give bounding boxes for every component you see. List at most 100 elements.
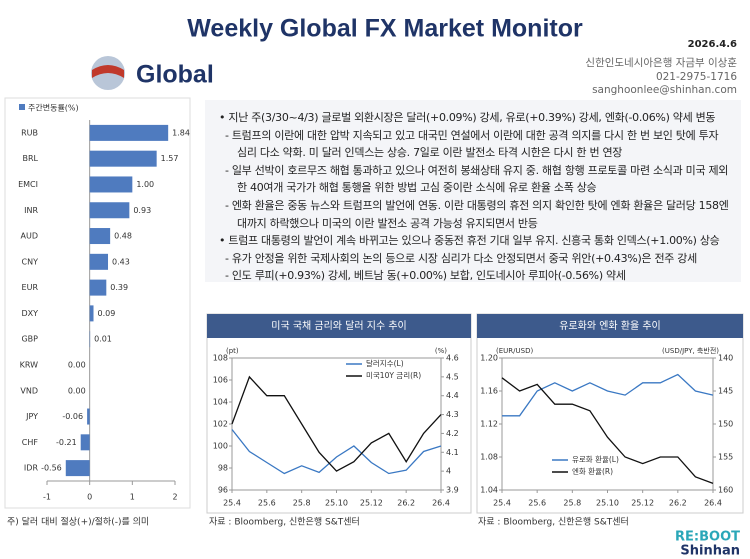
chart-title: 미국 국채 금리와 달러 지수 추이 — [271, 320, 407, 332]
y2-tick-label: 4.5 — [446, 372, 459, 381]
y2-tick-label: 160 — [718, 486, 733, 495]
y-tick-label: 1.16 — [480, 387, 498, 396]
y-tick-label: 1.08 — [480, 453, 498, 462]
legend-label: 달러지수(L) — [366, 359, 404, 368]
y2-axis-label: (USD/JPY, 축반전) — [662, 346, 719, 355]
legend-label: 엔화 환율(R) — [572, 466, 613, 476]
x-tick-label: 26.4 — [704, 499, 722, 508]
value-label: 0.48 — [114, 232, 132, 241]
y-tick-label: KRW — [20, 360, 38, 369]
y2-tick-label: 4.1 — [446, 448, 459, 457]
brand: RE:BOOT — [675, 530, 740, 545]
y-tick-label: 102 — [213, 420, 228, 429]
bar — [89, 202, 130, 219]
bar — [89, 228, 111, 245]
bullet-text: - 트럼프의 이란에 대한 압박 지속되고 있고 대국민 연설에서 이란에 대한… — [225, 128, 719, 160]
bar — [89, 150, 157, 167]
y2-tick-label: 4.6 — [446, 354, 459, 363]
y-tick-label: 98 — [218, 464, 228, 473]
y-tick-label: GBP — [21, 335, 38, 344]
x-tick-label: 1 — [130, 493, 135, 502]
y-tick-label: EMCI — [18, 180, 38, 189]
y-tick-label: 1.04 — [480, 486, 498, 495]
value-label: 1.57 — [161, 154, 179, 163]
line — [501, 377, 714, 485]
x-tick-label: 0 — [87, 493, 92, 502]
line — [231, 429, 442, 475]
chart-header — [207, 314, 471, 338]
contact: 021-2975-1716 — [656, 71, 737, 83]
chart-header — [477, 314, 743, 338]
value-label: 0.93 — [133, 206, 151, 215]
y-tick-label: INR — [24, 206, 38, 215]
y-tick-label: 100 — [213, 442, 228, 451]
y2-tick-label: 4.2 — [446, 429, 459, 438]
legend-label: 미국10Y 금리(R) — [366, 371, 421, 380]
y-tick-label: 108 — [213, 354, 228, 363]
y2-tick-label: 140 — [718, 354, 733, 363]
y-tick-label: 96 — [218, 486, 228, 495]
y-axis-label: (pt) — [226, 347, 239, 355]
bullet-text: • 트럼프 대통령의 발언이 계속 바뀌고는 있으나 중동전 휴전 기대 일부 … — [219, 234, 720, 248]
bar — [89, 279, 107, 296]
x-tick-label: 26.2 — [669, 499, 687, 508]
bar — [80, 434, 90, 451]
line — [231, 375, 442, 472]
y-tick-label: JPY — [25, 412, 38, 421]
x-tick-label: 25.12 — [631, 499, 654, 508]
value-label: 0.00 — [68, 360, 86, 369]
y-tick-label: 1.20 — [480, 354, 498, 363]
x-tick-label: 25.10 — [596, 499, 619, 508]
legend-swatch — [19, 104, 25, 110]
y-tick-label: CNY — [22, 257, 39, 266]
y2-tick-label: 4.3 — [446, 410, 459, 419]
value-label: -0.06 — [62, 412, 83, 421]
value-label: 0.43 — [112, 257, 130, 266]
logo-band — [92, 65, 124, 78]
y2-tick-label: 3.9 — [446, 486, 459, 495]
chart-frame — [476, 313, 744, 514]
value-label: 0.39 — [110, 283, 128, 292]
title: Weekly Global FX Market Monitor — [187, 15, 583, 43]
y-tick-label: EUR — [22, 283, 39, 292]
bar — [89, 176, 133, 193]
y-tick-label: IDR — [24, 464, 39, 473]
x-tick-label: 26.2 — [397, 499, 415, 508]
line — [502, 373, 714, 417]
legend-label: 유로화 환율(L) — [572, 454, 619, 464]
x-tick-label: 25.6 — [258, 499, 276, 508]
bar — [87, 408, 90, 425]
y-tick-label: CHF — [22, 438, 39, 447]
value-label: 0.09 — [98, 309, 116, 318]
brand: Shinhan — [680, 544, 740, 559]
bullet-text: - 인도 루피(+0.93%) 강세, 베트남 동(+0.00%) 보합, 인도… — [225, 269, 626, 283]
y2-tick-label: 145 — [718, 387, 733, 396]
date: 2026.4.6 — [688, 39, 737, 50]
y2-tick-label: 4.4 — [446, 391, 459, 400]
bar-frame — [4, 97, 191, 509]
y-tick-label: BRL — [22, 154, 38, 163]
x-tick-label: 25.8 — [563, 499, 581, 508]
logo-text: Global — [136, 61, 214, 89]
y-tick-label: 104 — [213, 398, 228, 407]
x-tick-label: 25.12 — [360, 499, 383, 508]
chart-frame — [206, 313, 472, 514]
x-tick-label: 2 — [172, 493, 177, 502]
legend-label: 주간변동률(%) — [28, 103, 79, 113]
value-label: 0.00 — [68, 386, 86, 395]
bar — [89, 124, 169, 141]
text-box: • 지난 주(3/30~4/3) 글로벌 외환시장은 달러(+0.09%) 강세… — [205, 100, 741, 282]
bullet-text: • 지난 주(3/30~4/3) 글로벌 외환시장은 달러(+0.09%) 강세… — [219, 111, 716, 124]
value-label: 1.00 — [136, 180, 154, 189]
bar — [89, 253, 109, 270]
bar — [65, 460, 90, 477]
source: 자료 : Bloomberg, 신한은행 S&T센터 — [209, 516, 360, 528]
note: 주) 달러 대비 절상(+)/절하(-)를 의미 — [7, 516, 149, 528]
x-tick-label: 25.10 — [325, 499, 348, 508]
y-axis-label: (EUR/USD) — [496, 347, 533, 355]
y-tick-label: VND — [20, 386, 38, 395]
bullet-text: - 유가 안정을 위한 국제사회의 논의 등으로 시장 심리가 다소 안정되면서… — [225, 251, 697, 265]
y-tick-label: 106 — [213, 376, 228, 385]
